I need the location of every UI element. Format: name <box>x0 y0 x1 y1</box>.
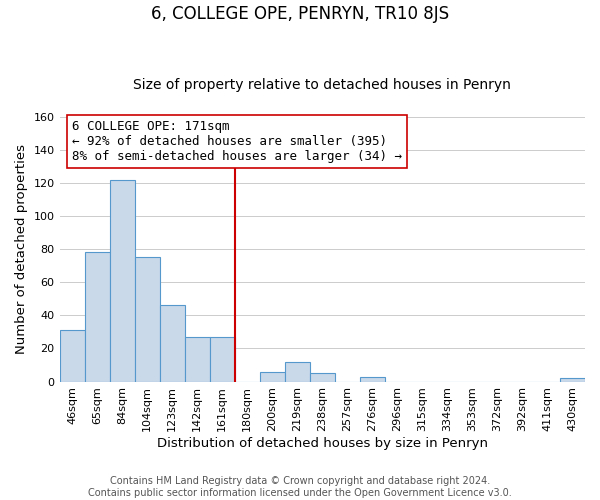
Bar <box>110 180 134 382</box>
Y-axis label: Number of detached properties: Number of detached properties <box>15 144 28 354</box>
Title: Size of property relative to detached houses in Penryn: Size of property relative to detached ho… <box>133 78 511 92</box>
Bar <box>560 378 585 382</box>
Bar <box>260 372 285 382</box>
Bar <box>85 252 110 382</box>
Bar <box>209 337 235 382</box>
Bar <box>285 362 310 382</box>
Bar <box>160 306 185 382</box>
Bar <box>310 374 335 382</box>
Bar <box>360 376 385 382</box>
Text: Contains HM Land Registry data © Crown copyright and database right 2024.
Contai: Contains HM Land Registry data © Crown c… <box>88 476 512 498</box>
Bar <box>185 337 209 382</box>
Text: 6 COLLEGE OPE: 171sqm
← 92% of detached houses are smaller (395)
8% of semi-deta: 6 COLLEGE OPE: 171sqm ← 92% of detached … <box>72 120 402 163</box>
Text: 6, COLLEGE OPE, PENRYN, TR10 8JS: 6, COLLEGE OPE, PENRYN, TR10 8JS <box>151 5 449 23</box>
X-axis label: Distribution of detached houses by size in Penryn: Distribution of detached houses by size … <box>157 437 488 450</box>
Bar <box>134 258 160 382</box>
Bar <box>59 330 85 382</box>
